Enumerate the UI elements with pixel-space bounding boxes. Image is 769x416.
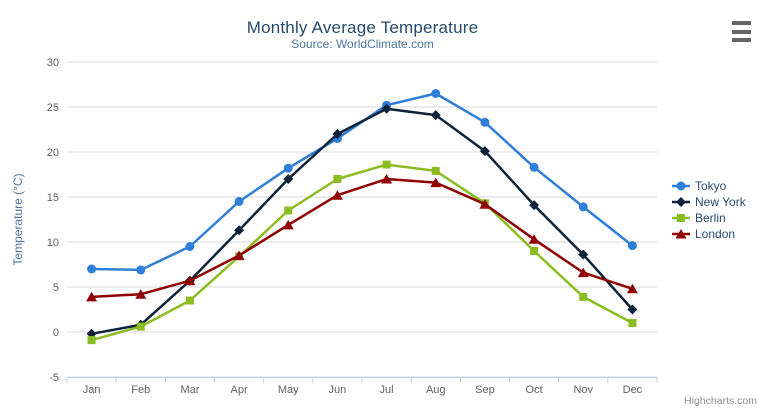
legend-label: London (695, 227, 736, 241)
legend-marker-shape (676, 181, 686, 191)
data-point-new-york[interactable] (234, 225, 245, 236)
legend-item-berlin[interactable]: Berlin (672, 210, 746, 226)
data-point-tokyo[interactable] (627, 241, 637, 251)
hamburger-icon (732, 38, 751, 42)
data-point-new-york[interactable] (430, 110, 441, 121)
data-point-tokyo[interactable] (529, 162, 539, 172)
data-point-berlin[interactable] (431, 166, 440, 175)
legend-label: Berlin (695, 211, 726, 225)
legend-label: New York (695, 195, 746, 209)
legend-marker-shape (675, 229, 687, 239)
data-point-london[interactable] (430, 177, 442, 188)
data-point-london[interactable] (135, 289, 147, 299)
y-axis-label: 30 (47, 57, 59, 69)
hamburger-icon (732, 21, 751, 25)
y-axis-title: Temperature (°C) (11, 173, 25, 265)
x-axis-label: Nov (573, 384, 593, 396)
data-point-tokyo[interactable] (87, 264, 97, 274)
legend-label: Tokyo (695, 179, 727, 193)
data-point-new-york[interactable] (332, 129, 343, 139)
x-axis-label: Sep (475, 384, 495, 396)
y-axis-label: 25 (47, 102, 59, 114)
x-axis-label: Jan (83, 384, 101, 396)
y-axis-label: 5 (53, 282, 59, 294)
data-point-tokyo[interactable] (185, 242, 195, 251)
y-axis-label: 0 (53, 327, 59, 339)
data-point-berlin[interactable] (136, 322, 145, 331)
data-point-berlin[interactable] (185, 296, 194, 305)
data-point-new-york[interactable] (283, 174, 294, 184)
y-axis-label: 20 (47, 147, 59, 159)
x-axis-label: Oct (526, 384, 543, 396)
data-point-berlin[interactable] (284, 206, 293, 215)
data-point-new-york[interactable] (578, 249, 589, 260)
legend-marker-triangle-icon (672, 229, 690, 239)
series-line-tokyo (90, 92, 634, 272)
legend-marker-circle-icon (672, 181, 690, 191)
series-line-new-york (90, 107, 634, 336)
y-axis-label: -5 (49, 372, 59, 384)
x-axis-label: Apr (231, 384, 248, 396)
data-point-berlin[interactable] (579, 292, 588, 301)
data-point-tokyo[interactable] (431, 89, 441, 98)
data-point-tokyo[interactable] (136, 265, 146, 275)
data-point-new-york[interactable] (381, 103, 392, 114)
data-point-new-york[interactable] (529, 200, 540, 211)
data-point-berlin[interactable] (628, 319, 637, 327)
data-point-tokyo[interactable] (578, 202, 588, 212)
legend-item-london[interactable]: London (672, 226, 746, 242)
x-axis-label: May (278, 384, 299, 396)
highcharts-credit[interactable]: Highcharts.com (684, 395, 757, 407)
y-axis-label: 15 (47, 192, 59, 204)
legend-marker-shape (676, 197, 686, 207)
legend: Tokyo New York Berlin London (672, 178, 746, 242)
y-axis-label: 10 (47, 237, 59, 249)
data-point-london[interactable] (184, 275, 196, 286)
data-point-berlin[interactable] (530, 247, 539, 255)
legend-item-new-york[interactable]: New York (672, 194, 746, 210)
data-point-london[interactable] (479, 199, 491, 209)
data-point-tokyo[interactable] (480, 117, 490, 127)
data-point-tokyo[interactable] (283, 163, 293, 173)
data-point-tokyo[interactable] (234, 197, 244, 206)
data-point-london[interactable] (233, 250, 245, 261)
data-point-london[interactable] (626, 283, 638, 294)
data-point-berlin[interactable] (87, 336, 96, 345)
data-point-london[interactable] (86, 291, 98, 302)
x-axis-label: Jun (329, 384, 347, 396)
legend-marker-shape (677, 214, 685, 222)
data-point-london[interactable] (577, 267, 589, 278)
series-line-london (90, 177, 634, 299)
data-point-london[interactable] (528, 234, 540, 244)
x-axis-label: Feb (131, 384, 150, 396)
x-axis-label: Dec (623, 384, 643, 396)
chart-title: Monthly Average Temperature (246, 18, 479, 37)
x-axis-label: Aug (426, 384, 446, 396)
data-point-new-york[interactable] (479, 146, 490, 157)
data-point-new-york[interactable] (627, 304, 638, 315)
data-point-london[interactable] (331, 190, 343, 200)
hamburger-icon (732, 29, 751, 34)
data-point-berlin[interactable] (382, 160, 391, 169)
chart-subtitle: Source: WorldClimate.com (291, 37, 434, 51)
data-point-london[interactable] (381, 174, 393, 184)
data-point-london[interactable] (282, 219, 294, 230)
series-line-berlin (90, 163, 634, 342)
legend-marker-diamond-icon (672, 197, 690, 207)
x-axis-label: Jul (380, 384, 394, 396)
x-axis-label: Mar (180, 384, 199, 396)
context-menu-button[interactable] (732, 21, 751, 42)
legend-marker-square-icon (672, 214, 690, 222)
legend-item-tokyo[interactable]: Tokyo (672, 178, 746, 194)
data-point-berlin[interactable] (333, 175, 342, 183)
